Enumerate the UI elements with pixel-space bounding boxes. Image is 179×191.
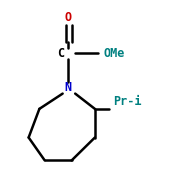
Text: O: O xyxy=(64,11,72,24)
Text: C: C xyxy=(57,47,64,60)
Text: Pr-i: Pr-i xyxy=(113,95,141,108)
Text: OMe: OMe xyxy=(104,47,125,60)
Text: N: N xyxy=(64,81,72,94)
